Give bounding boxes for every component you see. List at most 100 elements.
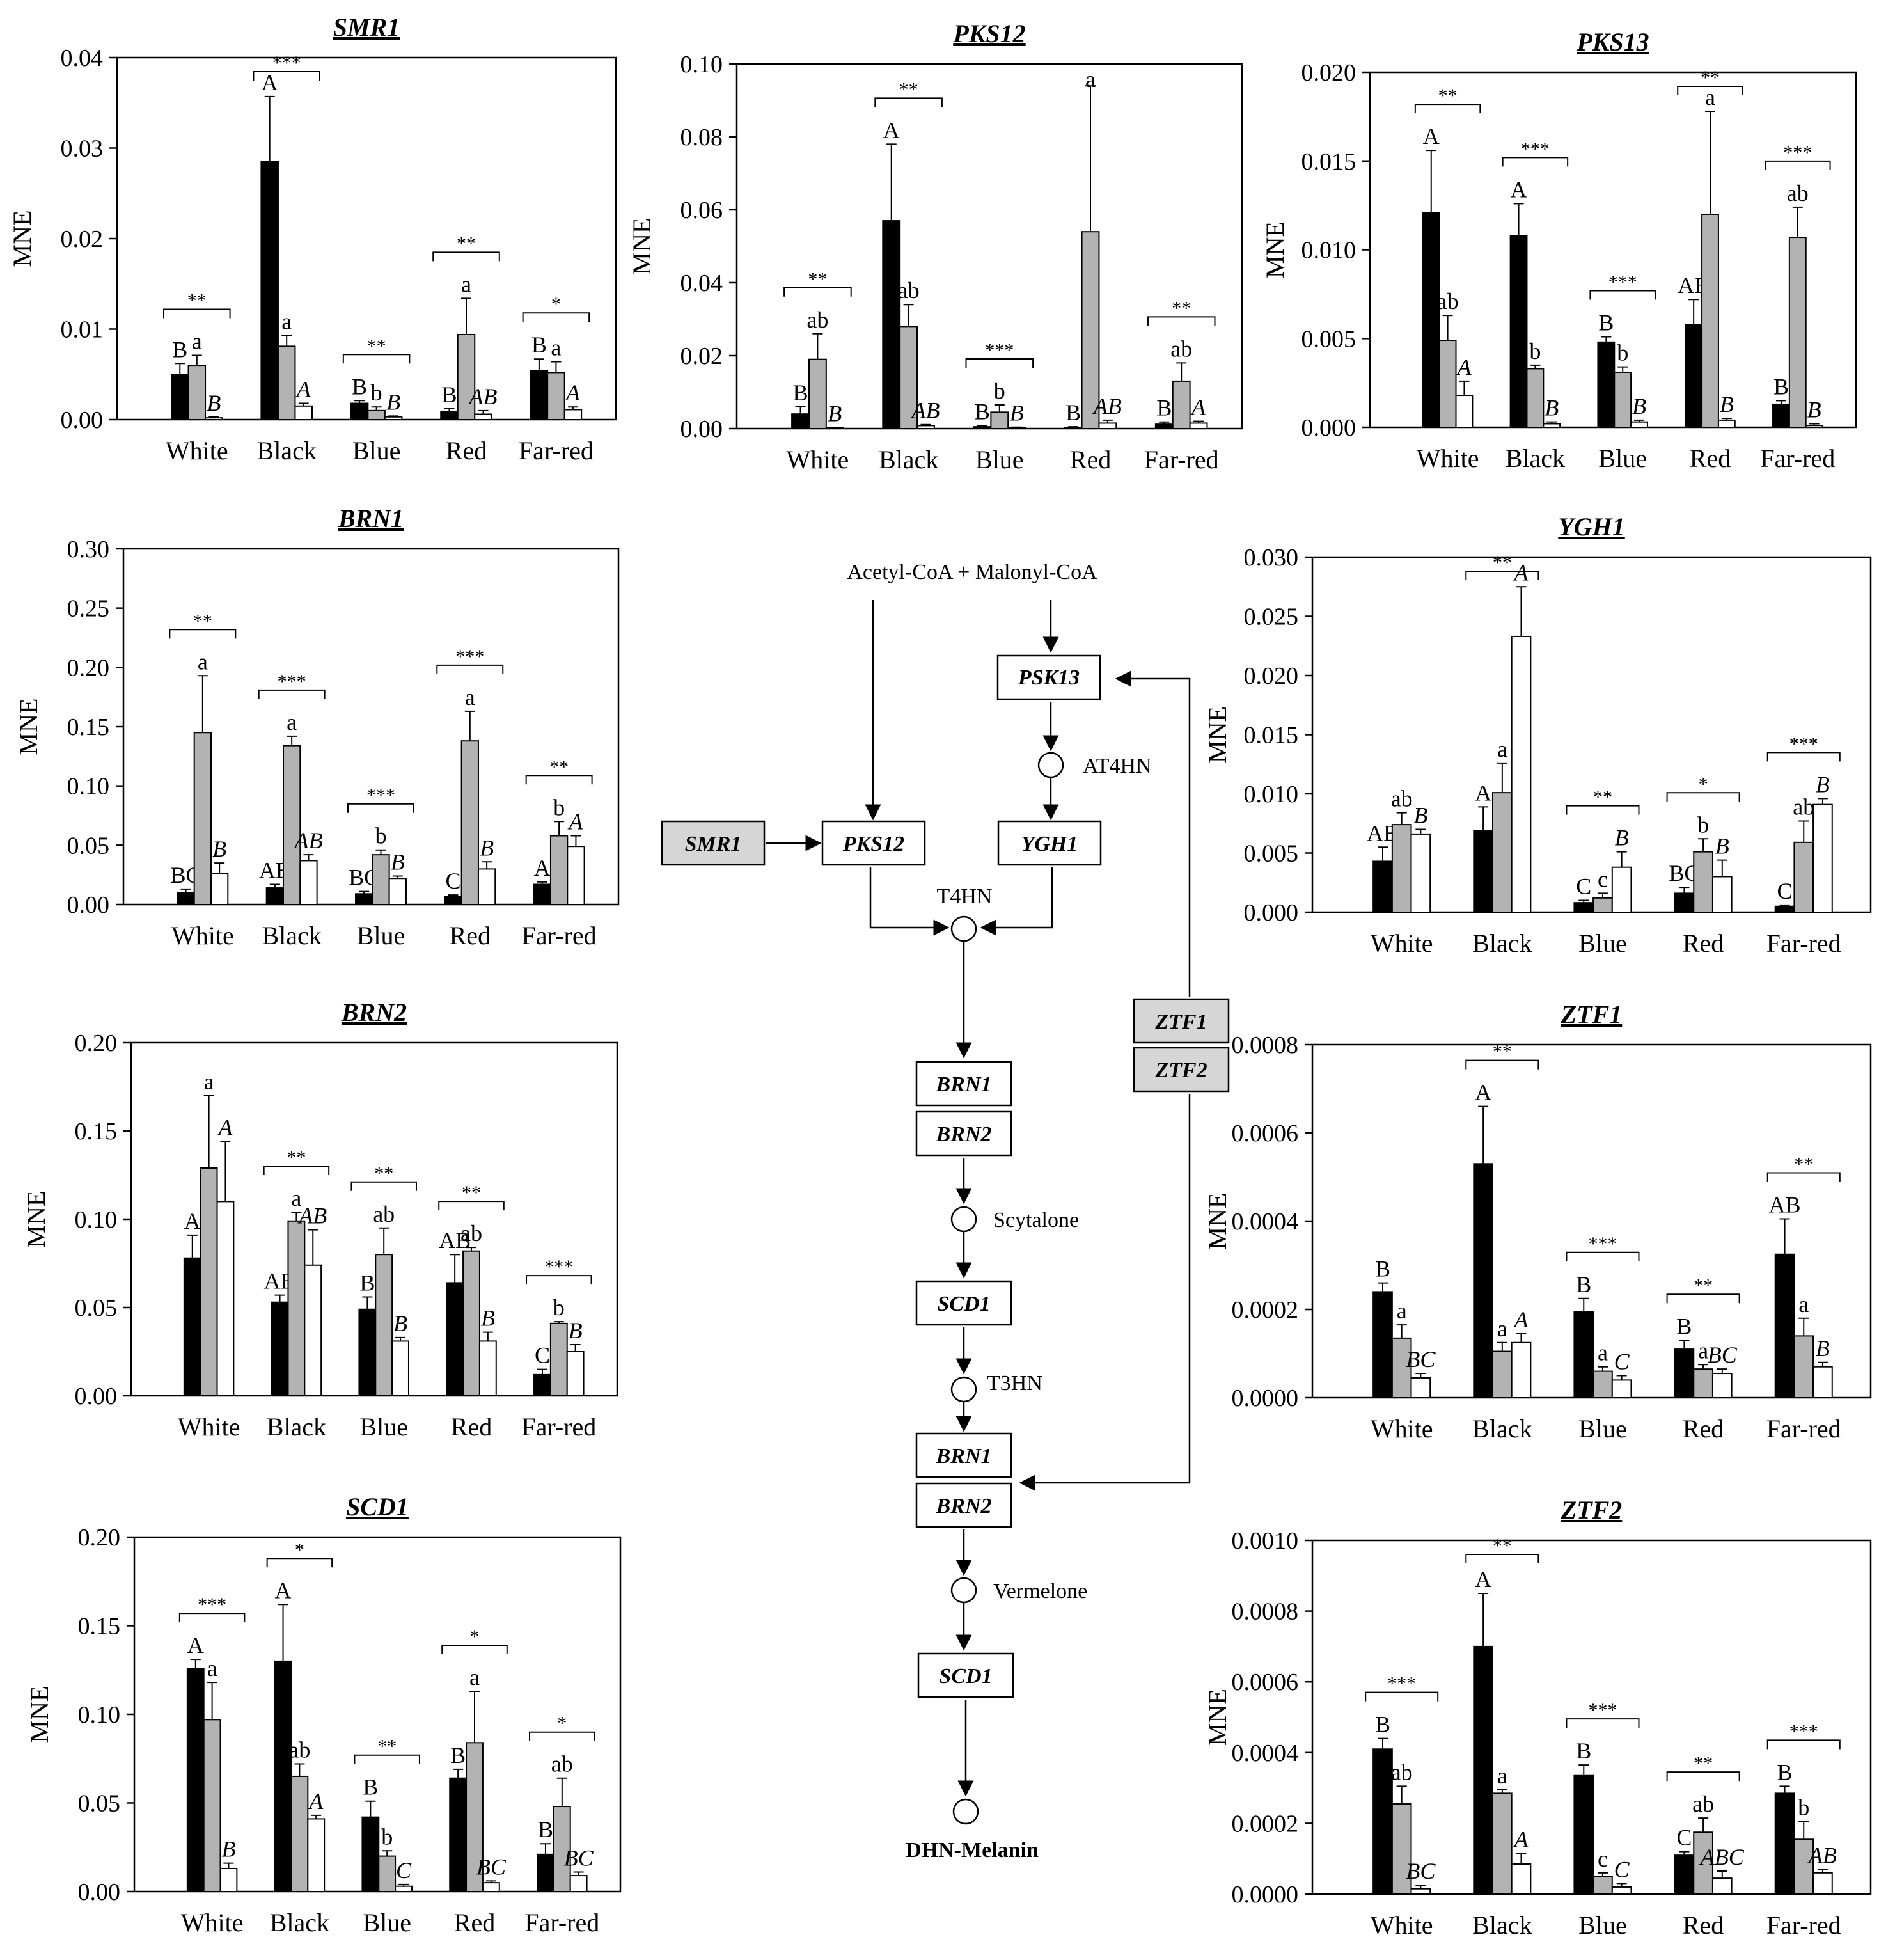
bar-grey — [1693, 851, 1713, 913]
bar-dark — [1422, 212, 1440, 428]
bar-dark — [440, 411, 459, 421]
label-at4hn: AT4HN — [1083, 754, 1152, 778]
y-tick-label: 0.000 — [1244, 899, 1299, 926]
bar-dark — [1573, 1311, 1594, 1398]
group-letter: B — [391, 850, 405, 875]
bar-light — [1410, 1888, 1431, 1895]
group-letter: A — [1423, 123, 1440, 149]
bar-light — [1711, 1877, 1733, 1895]
gene-label-smr1: SMR1 — [685, 832, 742, 856]
group-letter: b — [371, 380, 382, 406]
significance-bracket — [1414, 104, 1481, 114]
bar-grey — [283, 745, 301, 905]
bar-grey — [1391, 824, 1412, 913]
x-category-label: White — [1417, 444, 1479, 473]
bar-light — [1098, 422, 1117, 430]
label-t3hn: T3HN — [987, 1371, 1042, 1395]
group-letter: a — [287, 709, 297, 735]
significance-label: ** — [287, 1147, 306, 1168]
y-axis-label: MNE — [14, 699, 43, 755]
group-letter: B — [1375, 1712, 1390, 1737]
x-category-label: Red — [1683, 1911, 1724, 1940]
group-letter: a — [1598, 1340, 1608, 1366]
x-category-label: Blue — [352, 436, 401, 465]
y-tick-label: 0.05 — [67, 832, 110, 859]
group-letter: A — [1475, 1567, 1491, 1592]
bar-grey — [549, 835, 569, 906]
group-letter: B — [1576, 1272, 1591, 1297]
group-letter: b — [553, 1295, 565, 1320]
y-tick-label: 0.08 — [680, 124, 723, 151]
bar-dark — [1154, 423, 1174, 429]
y-tick-label: 0.02 — [61, 226, 104, 253]
group-letter: AB — [910, 398, 940, 423]
y-tick-label: 0.0006 — [1232, 1669, 1299, 1696]
bar-dark — [973, 426, 992, 430]
group-letter: B — [172, 336, 187, 362]
bar-dark — [1674, 1854, 1695, 1895]
group-letter: a — [1085, 67, 1096, 92]
y-tick-label: 0.01 — [61, 317, 104, 344]
bar-grey — [193, 732, 212, 906]
significance-bracket — [178, 1613, 246, 1623]
significance-label: *** — [1783, 142, 1812, 163]
y-tick-label: 0.020 — [1244, 663, 1299, 690]
group-letter: ab — [898, 278, 920, 303]
x-category-label: Black — [1506, 444, 1565, 473]
y-tick-label: 0.0000 — [1232, 1385, 1299, 1412]
significance-label: ** — [457, 233, 476, 254]
group-letter: B — [1715, 834, 1729, 859]
y-axis-label: MNE — [627, 218, 656, 275]
significance-bracket — [1365, 1691, 1439, 1702]
significance-bracket — [1766, 1739, 1841, 1750]
bar-grey — [1793, 841, 1814, 913]
bar-grey — [549, 1322, 568, 1397]
node-dhn-melanin — [952, 1798, 979, 1825]
group-letter: B — [569, 1318, 583, 1343]
chart-title: BRN2 — [341, 998, 407, 1027]
group-letter: b — [375, 823, 386, 849]
significance-bracket — [1147, 316, 1216, 326]
bar-dark — [791, 413, 810, 430]
bar-dark — [1685, 324, 1703, 428]
group-letter: B — [1773, 374, 1789, 399]
bar-dark — [533, 883, 551, 905]
x-category-label: Black — [879, 445, 938, 474]
group-letter: b — [381, 1824, 393, 1849]
group-letter: ab — [1391, 1759, 1413, 1785]
significance-label: *** — [985, 340, 1014, 361]
bar-dark — [260, 161, 279, 420]
bar-light — [1455, 395, 1474, 428]
bar-light — [388, 878, 407, 906]
significance-bracket — [438, 1201, 505, 1211]
chart-ztf2: ZTF2 MNE 0.0000 0.0002 0.0004 0.0006 0.0008 0.0… — [1203, 1496, 1872, 1940]
significance-label: ** — [1493, 1535, 1512, 1556]
group-letter: A — [534, 855, 551, 881]
group-letter: ab — [373, 1201, 395, 1227]
group-letter: a — [198, 649, 208, 674]
significance-bracket — [1666, 792, 1740, 802]
bar-dark — [177, 892, 195, 906]
y-tick-label: 0.30 — [67, 536, 110, 563]
y-tick-label: 0.0010 — [1232, 1528, 1299, 1554]
bar-light — [1812, 1366, 1833, 1398]
y-tick-label: 0.005 — [1301, 326, 1356, 352]
group-letter: ab — [1437, 288, 1459, 314]
group-letter: C — [445, 868, 460, 894]
significance-bracket — [347, 803, 414, 813]
bar-light — [294, 405, 313, 421]
y-tick-label: 0.20 — [78, 1524, 121, 1551]
gene-label-scd1-a: SCD1 — [937, 1292, 990, 1316]
bar-light — [1189, 422, 1208, 430]
significance-bracket — [1677, 86, 1743, 95]
gene-label-psk13: PSK13 — [1018, 666, 1080, 690]
bar-dark — [350, 402, 369, 421]
significance-label: ** — [1593, 787, 1612, 808]
node-vermelone — [950, 1577, 977, 1604]
group-letter: a — [207, 1656, 217, 1681]
group-letter: a — [551, 335, 561, 360]
bar-light — [1611, 1886, 1632, 1895]
y-tick-label: 0.03 — [61, 136, 104, 162]
group-letter: A — [1511, 177, 1527, 202]
